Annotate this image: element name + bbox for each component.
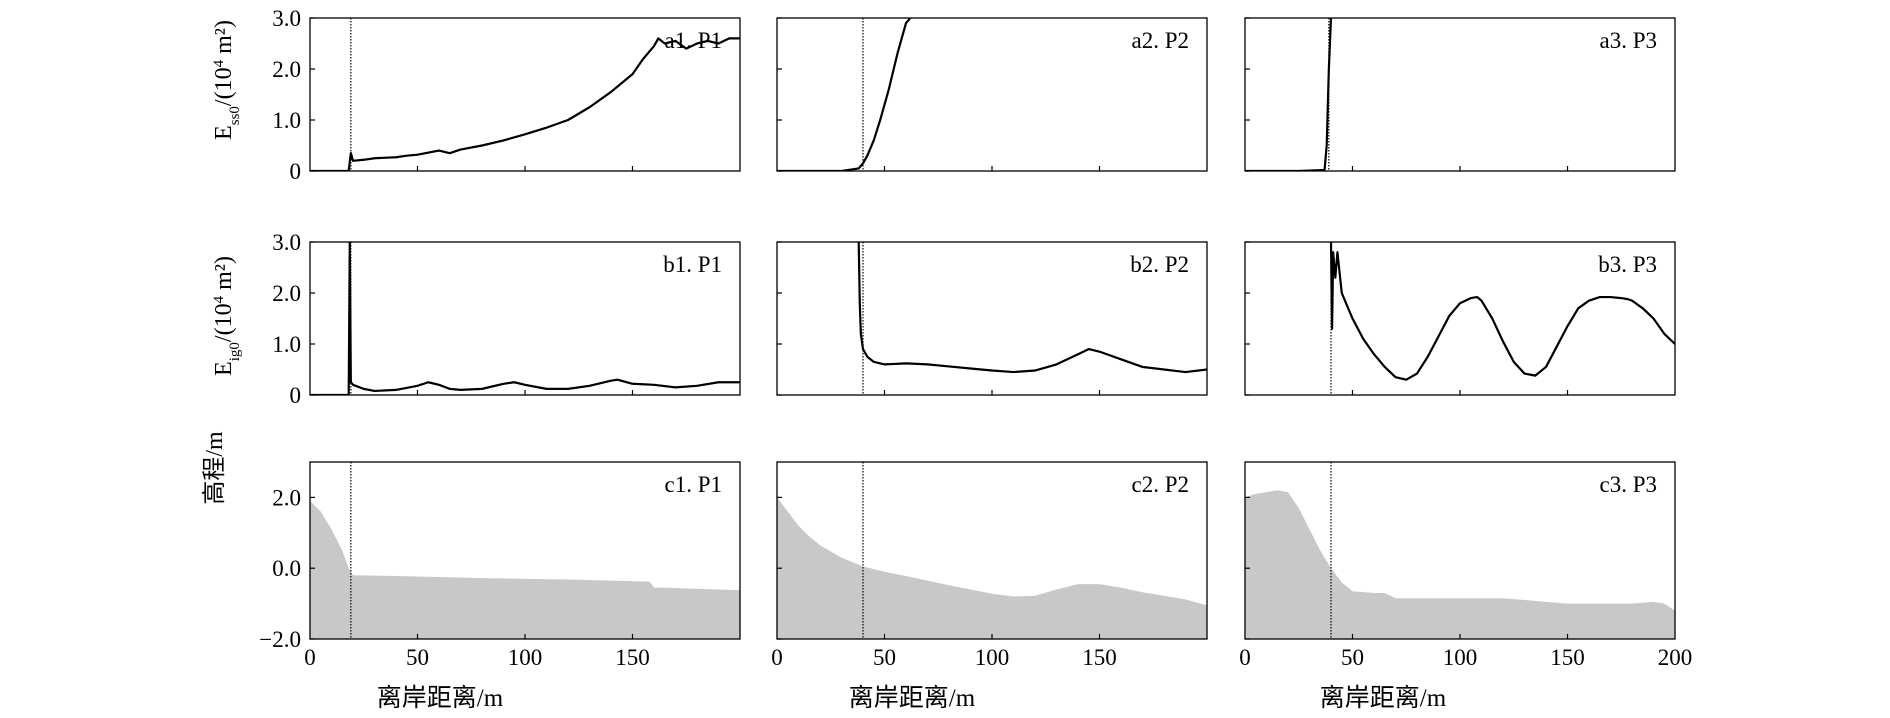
panel-a3: a3. P3: [1244, 17, 1676, 172]
y-axis-labels: Ess0/(104 m²) Eig0/(104 m²) 高程/m: [201, 20, 243, 505]
xtick-label: 100: [1443, 645, 1478, 670]
xlabel-col-1: 离岸距离/m: [377, 684, 504, 712]
panel-a2: a2. P2: [776, 17, 1208, 172]
ytick-label: 1.0: [272, 332, 301, 357]
bed-profile-c2: [777, 497, 1207, 639]
plot-area-a2: [777, 18, 912, 171]
xtick-label: 50: [406, 645, 429, 670]
ytick-label: 0: [290, 159, 302, 184]
ytick-label: 2.0: [272, 281, 301, 306]
panel-b2: b2. P2: [776, 241, 1208, 396]
series-line-b2: [857, 242, 1207, 374]
panel-label-b3: b3. P3: [1598, 252, 1657, 277]
ytick-label: 3.0: [272, 230, 301, 255]
xtick-label: 50: [1341, 645, 1364, 670]
panel-label-b1: b1. P1: [663, 252, 722, 277]
xlabel-col-3: 离岸距离/m: [1320, 684, 1447, 712]
panel-a1: 0 1.0 2.0 3.0 a1. P1: [272, 6, 741, 184]
plot-area-a3: [1245, 18, 1333, 171]
panel-label-c2: c2. P2: [1132, 472, 1190, 497]
series-line-a1: [310, 37, 740, 171]
xtick-label: 0: [771, 645, 783, 670]
xtick-label: 0: [304, 645, 316, 670]
panel-grid: 0 1.0 2.0 3.0 a1. P1 a2. P2 a3. P3 0 1.0 2.0 3.0 b1…: [259, 6, 1692, 670]
plot-area-b3: [1329, 242, 1675, 395]
xtick-label: 150: [615, 645, 650, 670]
panel-c2: 0 50 100 150 c2. P2: [771, 461, 1208, 670]
ytick-label: 0: [290, 383, 302, 408]
panel-c3: 0 50 100 150 200 c3. P3: [1239, 461, 1693, 670]
panel-label-a3: a3. P3: [1600, 28, 1658, 53]
panel-label-a2: a2. P2: [1132, 28, 1190, 53]
xlabel-col-2: 离岸距离/m: [849, 684, 976, 712]
ytick-label: −2.0: [259, 627, 301, 652]
ytick-label: 2.0: [272, 57, 301, 82]
ytick-label: 3.0: [272, 6, 301, 31]
bed-profile-c1: [310, 500, 740, 639]
ylabel-row-a: Ess0/(104 m²): [211, 20, 243, 140]
plot-area-b1: [310, 242, 740, 395]
panel-b3: b3. P3: [1244, 241, 1676, 396]
panel-c1: −2.0 0.0 2.0 0 50 100 150 c1. P1: [259, 461, 741, 670]
xtick-label: 100: [975, 645, 1010, 670]
series-line-b3: [1329, 242, 1675, 381]
plot-area-c1: [310, 462, 740, 639]
xtick-label: 150: [1550, 645, 1585, 670]
panel-label-a1: a1. P1: [665, 28, 723, 53]
plot-area-c3: [1245, 462, 1675, 639]
xtick-label: 50: [873, 645, 896, 670]
ylabel-row-b: Eig0/(104 m²): [211, 256, 243, 376]
panel-label-c1: c1. P1: [665, 472, 723, 497]
panel-b1: 0 1.0 2.0 3.0 b1. P1: [272, 230, 741, 408]
ylabel-row-c: 高程/m: [201, 431, 228, 505]
xtick-label: 200: [1658, 645, 1693, 670]
ytick-label: 0.0: [272, 556, 301, 581]
series-line-a3: [1245, 18, 1333, 171]
plot-area-c2: [777, 462, 1207, 639]
plot-area-a1: [310, 18, 740, 171]
xtick-label: 100: [508, 645, 543, 670]
plot-area-b2: [857, 242, 1207, 395]
panel-label-c3: c3. P3: [1600, 472, 1658, 497]
series-line-a2: [777, 18, 912, 171]
ytick-label: 1.0: [272, 108, 301, 133]
xtick-label: 0: [1239, 645, 1251, 670]
series-line-b1: [310, 242, 740, 395]
xtick-label: 150: [1082, 645, 1117, 670]
x-axis-labels: 离岸距离/m 离岸距离/m 离岸距离/m: [377, 684, 1447, 712]
ytick-label: 2.0: [272, 485, 301, 510]
panel-label-b2: b2. P2: [1130, 252, 1189, 277]
bed-profile-c3: [1245, 490, 1675, 639]
